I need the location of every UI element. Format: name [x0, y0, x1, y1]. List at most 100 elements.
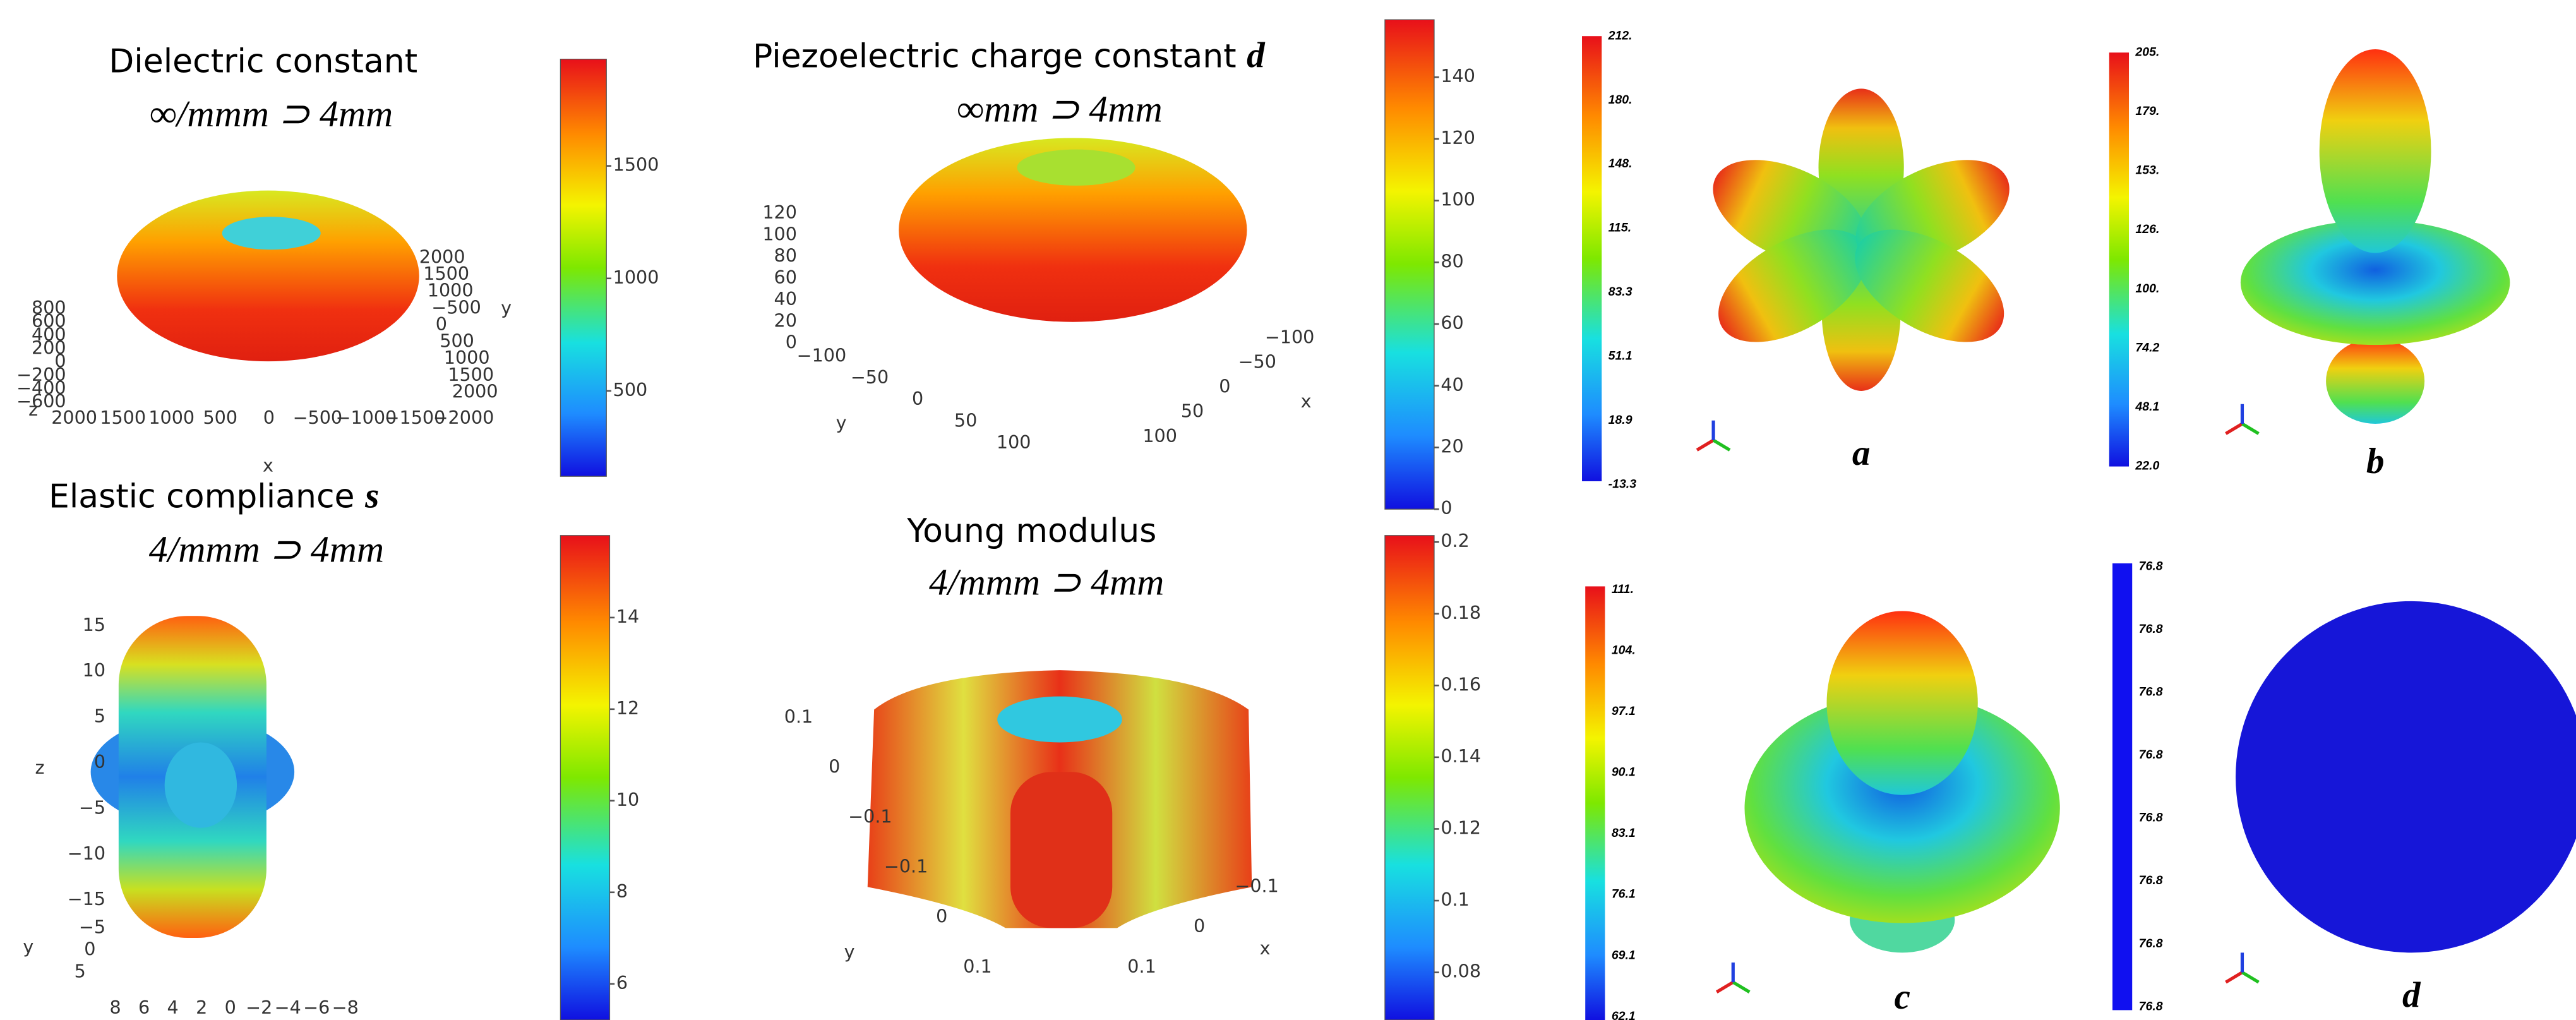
axis-tick-label: 80 — [774, 245, 797, 267]
axis-tick-label: −400 — [16, 377, 66, 399]
axis-tick-label: −10 — [68, 843, 105, 864]
axis-tick-label: 0.1 — [784, 705, 813, 727]
axis-tick-label: 600 — [32, 310, 66, 332]
colorbar — [1384, 535, 1435, 1020]
colorbar — [560, 58, 607, 477]
colorbar-tick-label: 62.1 — [1612, 1009, 1636, 1020]
axis-name: x — [1301, 390, 1312, 412]
axis-tick-label: 100 — [1142, 425, 1177, 447]
axis-name: z — [35, 757, 45, 778]
colorbar-tick-label: 6 — [616, 972, 628, 993]
colorbar-tick-label: 100. — [2135, 282, 2159, 296]
axis-tick-label: 500 — [203, 407, 237, 428]
colorbar-tick-label: 10 — [616, 789, 639, 810]
triad-axis — [1712, 438, 1731, 452]
colorbar-tick-label: 179. — [2135, 104, 2159, 118]
colorbar-tick-label: 69.1 — [1612, 948, 1636, 962]
colorbar-tick-label: 12 — [616, 697, 639, 719]
axis-name: y — [501, 297, 512, 318]
axis-tick-label: 0 — [786, 332, 797, 353]
axis-tick-label: −4 — [275, 997, 301, 1018]
colorbar-tick-label: 76.8 — [2139, 622, 2163, 636]
axis-tick-label: 15 — [83, 614, 105, 635]
axis-tick-label: 1000 — [148, 407, 195, 428]
axis-tick-label: 400 — [32, 323, 66, 345]
axis-tick-label: 50 — [954, 410, 977, 431]
axis-tick-label: −0.1 — [1235, 875, 1278, 896]
axis-tick-label: 500 — [440, 330, 474, 352]
colorbar-tick-label: 100 — [1441, 189, 1475, 210]
colorbar-tick-label: 140 — [1441, 65, 1475, 87]
axis-tick-label: 50 — [1181, 400, 1204, 422]
panel-title: Young modulus — [906, 512, 1156, 550]
axis-name: y — [23, 936, 33, 957]
colorbar-tick-label: 1000 — [613, 267, 659, 288]
colorbar-tick-label: 148. — [1609, 157, 1632, 171]
colorbar-tick-label: 20 — [1441, 435, 1463, 457]
colorbar-tick-label: 0.14 — [1441, 745, 1481, 767]
triad-axis — [2225, 422, 2243, 435]
axis-tick-label: −50 — [851, 366, 889, 388]
colorbar — [1585, 586, 1605, 1020]
axis-tick-label: −1000 — [336, 407, 397, 428]
panel-label: c — [1894, 977, 1910, 1017]
colorbar-tick-label: 212. — [1608, 28, 1632, 42]
symmetry: 4/mmm ⊃ 4mm — [929, 561, 1164, 603]
axis-tick-label: −50 — [1238, 351, 1276, 373]
colorbar-tick-label: 180. — [1609, 93, 1632, 107]
colorbar-tick-label: 1500 — [613, 154, 659, 176]
axis-tick-label: 120 — [762, 201, 797, 223]
axis-tick-label: 0 — [912, 388, 923, 409]
axis-tick-label: 0 — [263, 407, 275, 428]
surfaces — [90, 49, 2576, 953]
axis-tick-label: 1500 — [100, 407, 146, 428]
colorbar-tick-label: 76.8 — [2139, 811, 2163, 825]
triad-axis — [2241, 971, 2260, 984]
panel-label: b — [2366, 441, 2385, 481]
axis-tick-label: 5 — [94, 705, 105, 727]
colorbar-tick-label: -13.3 — [1609, 477, 1637, 491]
title-text: Elastic compliance — [49, 478, 355, 516]
colorbar-tick-label: 76.8 — [2139, 873, 2163, 887]
colorbar-tick-label: 76.8 — [2139, 748, 2163, 762]
axis-tick-label: 2000 — [452, 381, 498, 402]
panel-title: Elastic compliance s — [49, 476, 379, 516]
colorbar-tick-label: 83.3 — [1609, 285, 1632, 299]
colorbar-tick-label: 22.0 — [2135, 459, 2159, 473]
colorbar-tick-label: 8 — [616, 880, 628, 902]
axis-tick-label: −5 — [79, 796, 105, 818]
axis-tick-label: 1500 — [423, 263, 469, 284]
axis-tick-label: 2000 — [419, 246, 465, 267]
colorbar — [1582, 36, 1602, 481]
axis-tick-label: 0 — [829, 756, 840, 777]
title-symbol: d — [1247, 36, 1266, 76]
colorbar-tick-label: 0 — [1441, 497, 1452, 519]
axis-tick-label: 200 — [32, 337, 66, 358]
axis-tick-label: 800 — [32, 297, 66, 318]
title-text: Dielectric constant — [109, 42, 417, 80]
axis-tick-label: 0 — [84, 938, 95, 959]
axis-tick-label: 0 — [1219, 376, 1230, 397]
colorbar-tick-label: 90.1 — [1612, 765, 1636, 779]
colorbar-tick-label: 80 — [1441, 250, 1463, 272]
axis-tick-label: −2000 — [433, 407, 494, 428]
colorbar-tick-label: 76.8 — [2139, 999, 2163, 1013]
colorbar-tick-label: 83.1 — [1612, 826, 1636, 840]
axis-tick-label: −15 — [68, 888, 105, 909]
axis-tick-label: 100 — [762, 223, 797, 244]
axis-tick-label: 4 — [167, 997, 179, 1018]
axis-tick-label: 100 — [997, 431, 1031, 453]
triad-axis — [1696, 438, 1715, 452]
axis-name: z — [28, 399, 38, 420]
colorbar-tick-label: 40 — [1441, 374, 1463, 395]
colorbar-tick-label: 76.1 — [1612, 887, 1636, 901]
axis-name: x — [1260, 937, 1271, 959]
colorbar-tick-label: 76.8 — [2139, 559, 2163, 573]
colorbar-tick-label: 0.16 — [1441, 673, 1481, 695]
axis-tick-label: 0 — [225, 997, 236, 1018]
axis-tick-label: 0 — [436, 313, 447, 335]
axis-tick-label: −600 — [16, 390, 66, 412]
colorbar-tick-label: 74.2 — [2135, 340, 2159, 354]
colorbar — [2109, 52, 2130, 467]
